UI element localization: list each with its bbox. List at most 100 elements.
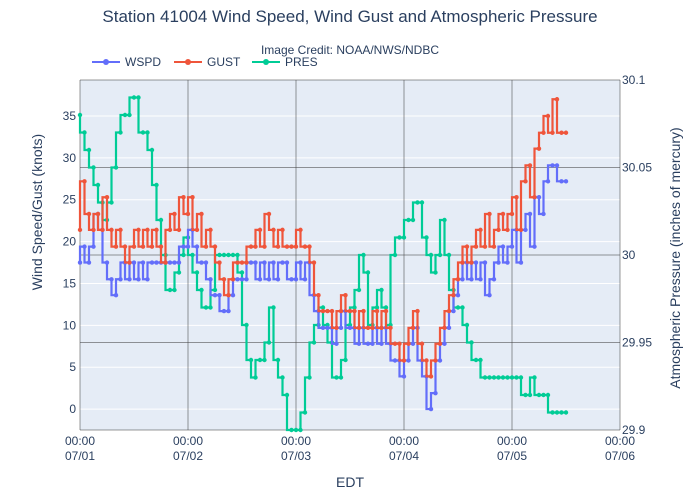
point-pres-37: [244, 322, 249, 328]
y-tick-label-3: 15: [63, 276, 77, 290]
point-wspd-85: [460, 277, 465, 282]
point-pres-101: [532, 375, 537, 380]
point-pres-108: [563, 410, 569, 415]
point-wspd-103: [541, 211, 546, 217]
legend[interactable]: WSPD GUST PRES: [92, 55, 318, 69]
x-axis-title: EDT: [336, 474, 364, 490]
point-pres-17: [154, 182, 159, 188]
point-wspd-105: [550, 163, 555, 168]
point-pres-85: [460, 305, 465, 310]
y2-tick-label-0: 29.9: [622, 423, 646, 437]
point-wspd-16: [149, 260, 155, 265]
point-gust-66: [374, 308, 380, 314]
point-wspd-94: [500, 244, 506, 249]
point-gust-33: [226, 292, 231, 298]
point-wspd-42: [266, 277, 272, 282]
point-wspd-84: [455, 292, 461, 298]
legend-item-wspd[interactable]: WSPD: [92, 55, 161, 69]
point-wspd-91: [487, 292, 492, 298]
point-pres-7: [109, 200, 114, 205]
point-gust-58: [338, 308, 344, 314]
point-pres-15: [145, 130, 150, 135]
point-wspd-30: [212, 292, 218, 298]
point-gust-39: [253, 244, 258, 249]
legend-swatch-marker-wspd: [103, 59, 109, 65]
point-gust-74: [410, 325, 416, 331]
point-wspd-89: [478, 277, 483, 282]
point-pres-10: [122, 112, 128, 118]
point-wspd-55: [325, 325, 330, 331]
point-pres-66: [374, 305, 380, 310]
point-wspd-104: [545, 179, 551, 184]
point-pres-90: [482, 375, 488, 380]
point-gust-56: [329, 308, 335, 314]
point-gust-43: [271, 227, 276, 233]
point-pres-0: [77, 112, 83, 118]
y2-tick-label-4: 30.1: [622, 73, 646, 87]
point-wspd-17: [154, 260, 159, 265]
point-wspd-8: [113, 292, 119, 298]
point-gust-80: [437, 341, 443, 346]
legend-swatch-marker-gust: [185, 59, 191, 65]
point-gust-27: [199, 211, 204, 217]
point-gust-88: [473, 244, 479, 249]
point-pres-11: [127, 112, 132, 118]
point-pres-48: [293, 427, 299, 433]
point-pres-59: [343, 357, 348, 363]
point-pres-38: [248, 357, 254, 363]
point-gust-61: [352, 308, 357, 314]
point-gust-0: [77, 227, 83, 233]
point-pres-88: [473, 357, 479, 363]
point-wspd-93: [496, 260, 501, 265]
point-pres-57: [334, 375, 339, 380]
point-wspd-83: [451, 308, 456, 314]
point-gust-51: [307, 244, 312, 249]
point-wspd-20: [167, 260, 173, 265]
point-gust-4: [95, 211, 101, 217]
series-layer: [77, 95, 569, 433]
point-wspd-96: [509, 244, 515, 249]
legend-item-pres[interactable]: PRES: [252, 55, 318, 69]
y2-axis-title: Atmospheric Pressure (inches of mercury): [667, 127, 683, 388]
point-pres-41: [262, 357, 267, 363]
point-wspd-92: [491, 277, 497, 282]
point-wspd-95: [505, 260, 510, 265]
y2-axis-ticks: 29.9 29.95 30 30.05 30.1: [622, 73, 652, 437]
point-wspd-12: [131, 260, 137, 265]
chart-title: Station 41004 Wind Speed, Wind Gust and …: [102, 7, 597, 26]
point-pres-79: [433, 270, 438, 275]
point-pres-99: [523, 392, 528, 398]
point-gust-57: [334, 325, 339, 331]
point-pres-3: [91, 165, 96, 170]
point-gust-42: [266, 211, 272, 217]
point-pres-89: [478, 357, 483, 363]
point-pres-33: [226, 252, 231, 258]
point-gust-78: [428, 374, 434, 379]
point-pres-95: [505, 375, 510, 380]
legend-label-gust: GUST: [207, 55, 241, 69]
point-pres-47: [289, 427, 294, 433]
point-pres-77: [424, 235, 429, 240]
point-gust-22: [176, 227, 182, 233]
y-axis-ticks: 0 5 10 15 20 25 30 35: [63, 109, 77, 416]
point-gust-55: [325, 308, 330, 314]
point-wspd-23: [181, 244, 186, 249]
point-gust-87: [469, 260, 474, 265]
point-wspd-44: [275, 277, 281, 282]
point-gust-11: [127, 260, 132, 265]
x-axis-ticks: 00:0007/0100:0007/0200:0007/0300:0007/04…: [65, 434, 635, 463]
point-pres-98: [518, 375, 524, 380]
point-gust-104: [545, 113, 551, 119]
point-gust-2: [86, 211, 92, 217]
point-gust-14: [140, 244, 146, 249]
point-wspd-57: [334, 341, 339, 346]
series-gust: [77, 97, 569, 379]
point-pres-71: [397, 235, 402, 240]
point-gust-46: [284, 244, 290, 249]
point-gust-29: [208, 227, 213, 233]
point-pres-51: [307, 375, 312, 380]
legend-item-gust[interactable]: GUST: [174, 55, 241, 69]
point-pres-35: [235, 252, 240, 258]
point-pres-39: [253, 375, 258, 380]
point-gust-25: [190, 195, 195, 200]
